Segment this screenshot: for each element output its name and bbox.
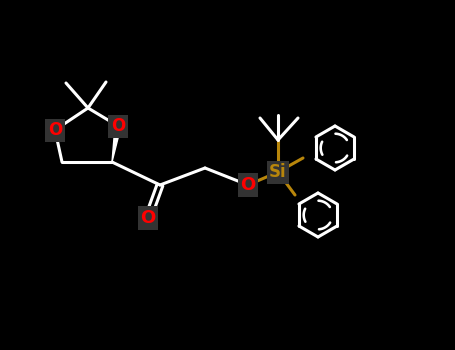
Text: O: O (48, 121, 62, 139)
Text: Si: Si (269, 163, 287, 181)
Text: O: O (111, 117, 125, 135)
Polygon shape (112, 126, 121, 162)
Text: O: O (141, 209, 156, 227)
Text: O: O (240, 176, 256, 194)
